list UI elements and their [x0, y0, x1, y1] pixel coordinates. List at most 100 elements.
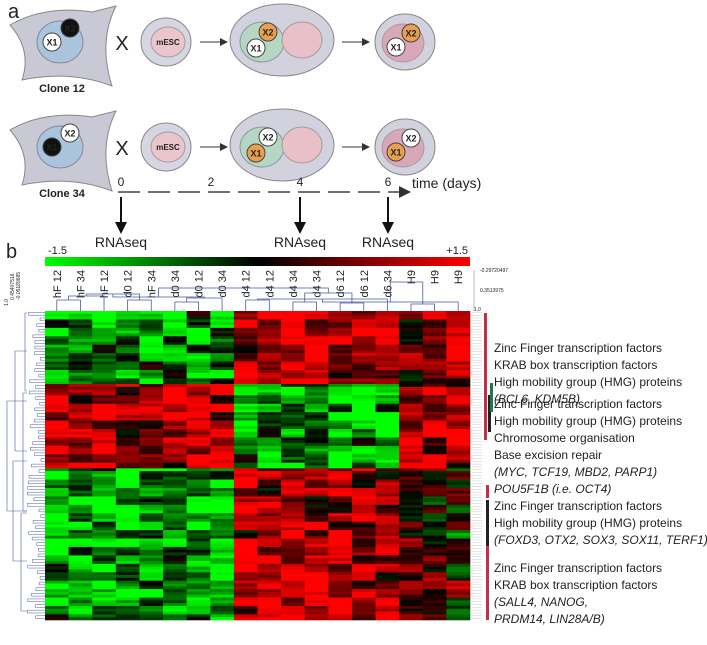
- heatmap-cell: [45, 558, 69, 562]
- heatmap-cell: [304, 311, 329, 315]
- heatmap-cell: [163, 493, 187, 497]
- heatmap-cell: [45, 586, 69, 590]
- heatmap-cell: [375, 465, 400, 469]
- heatmap-cell: [68, 428, 93, 433]
- heatmap-cell: [375, 316, 400, 320]
- heatmap-cell: [210, 403, 235, 407]
- heatmap-cell: [304, 333, 329, 337]
- heatmap-cell: [257, 420, 282, 424]
- heatmap-cell: [233, 434, 258, 438]
- heatmap-cell: [68, 541, 93, 545]
- heatmap-cell: [233, 327, 258, 331]
- heatmap-cell: [446, 563, 471, 567]
- heatmap-cell: [186, 325, 211, 329]
- heatmap-cell: [233, 549, 258, 553]
- heatmap-cell: [139, 384, 164, 388]
- heatmap-cell: [446, 532, 471, 537]
- heatmap-cell: [115, 538, 140, 542]
- chromosome-label: X2: [64, 129, 75, 139]
- heatmap-cell: [257, 563, 282, 567]
- heatmap-cell: [68, 417, 93, 421]
- heatmap-cell: [163, 597, 187, 601]
- heatmap-cell: [92, 614, 117, 618]
- heatmap-cell: [92, 386, 117, 390]
- heatmap-cell: [422, 389, 447, 393]
- heatmap-cell: [115, 527, 140, 531]
- heatmap-cell: [233, 378, 258, 382]
- heatmap-cell: [328, 457, 353, 461]
- heatmap-cell: [115, 454, 140, 458]
- heatmap-cell: [115, 468, 140, 472]
- heatmap-cell: [210, 420, 235, 424]
- heatmap-cell: [163, 398, 187, 402]
- heatmap-cell: [233, 617, 258, 621]
- heatmap-cell: [446, 572, 471, 576]
- heatmap-cell: [163, 535, 187, 539]
- heatmap-cell: [375, 440, 400, 444]
- heatmap-cell: [210, 532, 235, 537]
- heatmap-cell: [186, 482, 211, 486]
- heatmap-cell: [304, 384, 329, 388]
- column-label: d6 12: [335, 270, 347, 298]
- heatmap-cell: [422, 457, 447, 461]
- heatmap-cell: [163, 546, 187, 551]
- cluster-bar: [488, 395, 491, 432]
- dendrogram: [36, 542, 45, 546]
- heatmap-cell: [422, 532, 447, 537]
- heatmap-cell: [68, 403, 93, 407]
- heatmap-cell: [210, 392, 235, 396]
- heatmap-cell: [163, 603, 187, 607]
- heatmap-cell: [115, 502, 140, 506]
- heatmap-cell: [422, 569, 447, 573]
- heatmap-cell: [257, 336, 282, 340]
- heatmap-cell: [45, 580, 69, 584]
- heatmap-cell: [446, 591, 471, 596]
- heatmap-cell: [304, 589, 329, 593]
- heatmap-cell: [186, 504, 211, 508]
- heatmap-cell: [257, 445, 282, 449]
- heatmap-cell: [139, 325, 164, 329]
- heatmap-cell: [304, 395, 329, 399]
- dendrogram: [27, 598, 45, 602]
- heatmap-cell: [92, 443, 117, 447]
- heatmap-cell: [422, 364, 447, 368]
- heatmap-cell: [233, 311, 258, 315]
- heatmap-cell: [257, 389, 282, 393]
- heatmap-cell: [399, 510, 424, 514]
- heatmap-cell: [45, 462, 69, 466]
- heatmap-cell: [45, 395, 69, 399]
- heatmap-cell: [163, 608, 187, 612]
- heatmap-cell: [399, 431, 424, 435]
- heatmap-cell: [399, 591, 424, 596]
- heatmap-cell: [186, 457, 211, 461]
- chromosome-label: X2: [262, 133, 273, 143]
- heatmap-cell: [351, 549, 376, 553]
- heatmap-cell: [351, 398, 376, 402]
- heatmap-cell: [328, 572, 353, 576]
- heatmap-cell: [45, 603, 69, 607]
- heatmap-cell: [351, 381, 376, 385]
- heatmap-cell: [446, 437, 471, 441]
- heatmap-cell: [446, 499, 471, 503]
- heatmap-cell: [186, 316, 211, 320]
- heatmap-cell: [257, 454, 282, 458]
- heatmap-cell: [186, 558, 211, 562]
- heatmap-cell: [328, 339, 353, 343]
- heatmap-cell: [281, 473, 306, 478]
- heatmap-cell: [351, 426, 376, 430]
- heatmap-cell: [210, 347, 235, 351]
- heatmap-cell: [351, 516, 376, 520]
- heatmap-cell: [115, 504, 140, 508]
- heatmap-cell: [281, 417, 306, 421]
- heatmap-cell: [351, 496, 376, 500]
- heatmap-cell: [139, 614, 164, 618]
- heatmap-cell: [68, 398, 93, 402]
- heatmap-cell: [399, 614, 424, 618]
- heatmap-cell: [351, 355, 376, 360]
- heatmap-cell: [399, 398, 424, 402]
- heatmap-cell: [210, 372, 235, 376]
- heatmap-cell: [92, 468, 117, 472]
- heatmap-cell: [233, 319, 258, 323]
- heatmap-cell: [68, 569, 93, 573]
- heatmap-cell: [446, 369, 471, 374]
